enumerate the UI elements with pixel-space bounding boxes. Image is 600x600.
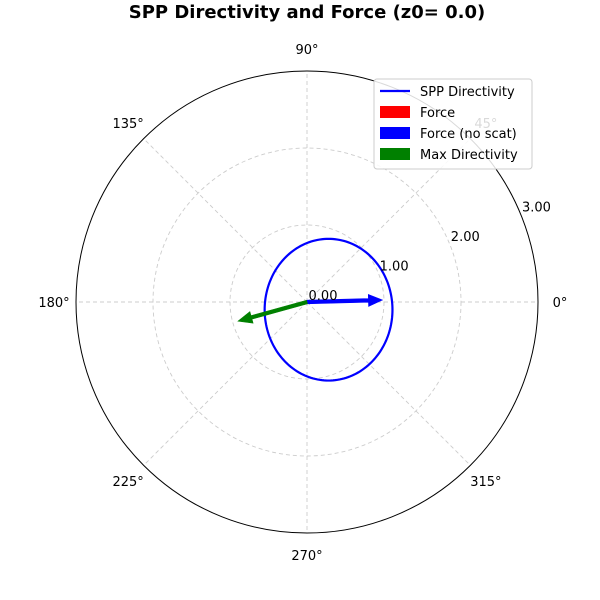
angle-tick-label: 270° bbox=[291, 549, 322, 564]
angle-tick-label: 180° bbox=[38, 296, 69, 311]
radial-tick-label: 1.00 bbox=[380, 260, 409, 275]
angle-tick-label: 90° bbox=[295, 43, 318, 58]
legend-label: Max Directivity bbox=[420, 148, 518, 163]
tick-labels: 0°45°90°135°180°225°270°315°0.001.002.00… bbox=[38, 43, 567, 564]
angle-tick-label: 135° bbox=[112, 117, 143, 132]
radial-tick-label: 3.00 bbox=[522, 201, 551, 216]
polar-data bbox=[237, 237, 394, 382]
legend-label: Force (no scat) bbox=[420, 127, 517, 142]
angle-tick-label: 225° bbox=[112, 475, 143, 490]
angular-grid-line bbox=[143, 138, 308, 303]
chart-title: SPP Directivity and Force (z0= 0.0) bbox=[129, 2, 486, 23]
legend-box bbox=[373, 78, 533, 170]
legend-patch-swatch bbox=[380, 106, 410, 118]
spp-directivity-curve bbox=[263, 237, 394, 382]
polar-frame bbox=[75, 70, 539, 534]
radial-tick-label: 2.00 bbox=[451, 230, 480, 245]
legend-label: Force bbox=[420, 106, 455, 121]
angle-tick-label: 0° bbox=[553, 296, 568, 311]
legend-patch-swatch bbox=[380, 127, 410, 139]
legend-label: SPP Directivity bbox=[420, 85, 515, 100]
angular-grid-line bbox=[306, 301, 471, 466]
max-directivity-arrow bbox=[237, 299, 308, 324]
legend-patch-swatch bbox=[380, 148, 410, 160]
force-no-scat-arrow bbox=[306, 293, 384, 307]
angular-grid-line bbox=[143, 301, 308, 466]
angle-tick-label: 315° bbox=[470, 475, 501, 490]
legend: SPP Directivity Force Force (no scat) Max D… bbox=[373, 78, 533, 170]
radial-tick-label: 0.00 bbox=[309, 289, 338, 304]
